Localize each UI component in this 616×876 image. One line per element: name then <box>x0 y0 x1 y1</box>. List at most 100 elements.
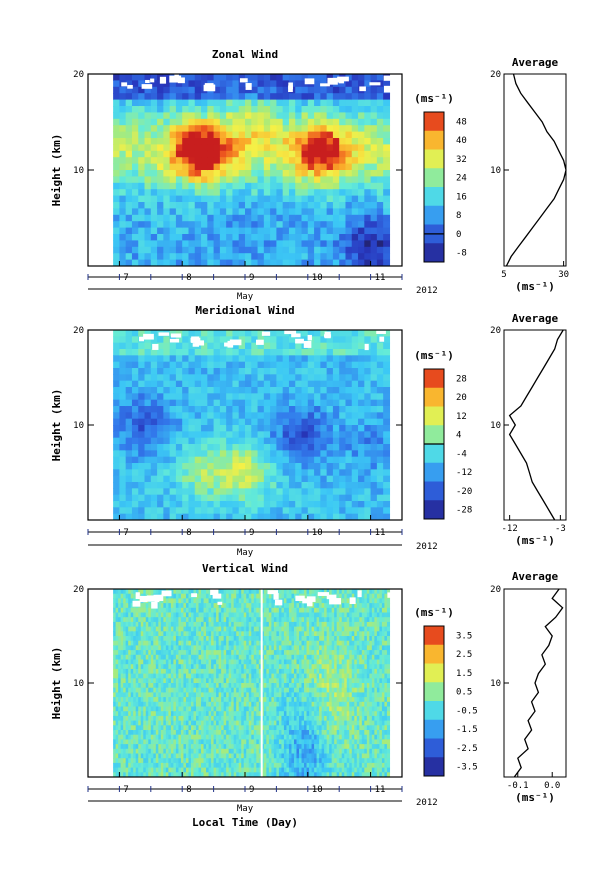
panel-0: Zonal Wind 20 10 Height (km) 7 8 9 10 11 May 2012 (… <box>50 48 569 302</box>
y-axis-label: Height (km) <box>50 647 63 720</box>
colorbar-segment <box>424 626 444 646</box>
colorbar-tick-label: 1.5 <box>456 669 472 679</box>
colorbar-frame <box>423 111 445 263</box>
colorbar-tick-label: 3.5 <box>456 631 472 641</box>
colorbar-segment <box>424 663 444 683</box>
x-tick-label: 10 <box>312 273 323 283</box>
profile-y-tick-label: 20 <box>490 585 501 595</box>
colorbar-tick-label: -28 <box>456 506 472 516</box>
panel-title: Meridional Wind <box>195 304 294 317</box>
month-label: May <box>237 548 254 558</box>
colorbar-segment <box>424 500 444 520</box>
y-tick-label: 20 <box>73 70 84 80</box>
year-label: 2012 <box>416 286 438 296</box>
colorbar-tick-label: 16 <box>456 192 467 202</box>
profile-x-tick-label: 30 <box>558 270 569 280</box>
profile-y-tick-label: 20 <box>490 326 501 336</box>
x-axis-label: Local Time (Day) <box>192 816 298 829</box>
colorbar-segment <box>424 243 444 263</box>
colorbar-tick-label: -0.5 <box>456 706 478 716</box>
profile-x-label: (ms⁻¹) <box>515 534 555 547</box>
profile-x-tick-label: 5 <box>501 270 506 280</box>
y-tick-label: 20 <box>73 326 84 336</box>
colorbar-unit: (ms⁻¹) <box>414 92 454 105</box>
panel-title: Vertical Wind <box>202 562 288 575</box>
colorbar-segment <box>424 444 444 464</box>
profile-line <box>505 73 567 267</box>
colorbar-segment <box>424 406 444 426</box>
colorbar-segment <box>424 425 444 445</box>
colorbar-tick-label: 2.5 <box>456 650 472 660</box>
colorbar-tick-label: -3.5 <box>456 763 478 773</box>
x-tick-label: 11 <box>375 528 386 538</box>
profile-y-tick-label: 20 <box>490 70 501 80</box>
colorbar-segment <box>424 130 444 150</box>
colorbar-tick-label: 32 <box>456 155 467 165</box>
month-label: May <box>237 292 254 302</box>
colorbar-segment <box>424 738 444 758</box>
colorbar-tick-label: -12 <box>456 468 472 478</box>
x-tick-label: 9 <box>249 528 254 538</box>
x-tick-label: 8 <box>186 785 191 795</box>
colorbar-segment <box>424 187 444 207</box>
colorbar-unit: (ms⁻¹) <box>414 606 454 619</box>
colorbar-tick-label: 28 <box>456 374 467 384</box>
year-label: 2012 <box>416 798 438 808</box>
colorbar-segment <box>424 369 444 389</box>
heatmap-field <box>113 330 391 520</box>
x-tick-label: 7 <box>123 785 128 795</box>
profile-frame <box>503 329 567 521</box>
profile-title: Average <box>512 312 559 325</box>
x-tick-label: 11 <box>375 785 386 795</box>
profile-x-tick-label: -0.1 <box>507 781 529 791</box>
x-tick-label: 8 <box>186 273 191 283</box>
y-tick-label: 10 <box>73 166 84 176</box>
colorbar-frame <box>423 625 445 777</box>
year-label: 2012 <box>416 542 438 552</box>
x-tick-label: 9 <box>249 273 254 283</box>
x-tick-label: 7 <box>123 273 128 283</box>
colorbar-segment <box>424 387 444 407</box>
profile-x-tick-label: 0.0 <box>544 781 560 791</box>
colorbar-segment <box>424 644 444 664</box>
colorbar-segment <box>424 701 444 721</box>
x-tick-label: 10 <box>312 785 323 795</box>
month-label: May <box>237 804 254 814</box>
y-tick-label: 10 <box>73 421 84 431</box>
colorbar-unit: (ms⁻¹) <box>414 349 454 362</box>
panel-title: Zonal Wind <box>212 48 278 61</box>
profile-x-tick-label: -3 <box>555 524 566 534</box>
colorbar-tick-label: -4 <box>456 449 467 459</box>
profile-line <box>513 588 564 778</box>
y-tick-label: 20 <box>73 585 84 595</box>
panel-1: Meridional Wind 20 10 Height (km) 7 8 9 10 11 May… <box>50 304 567 558</box>
profile-y-tick-label: 10 <box>490 679 501 689</box>
profile-title: Average <box>512 56 559 69</box>
panel-2: Vertical Wind 20 10 Height (km) 7 8 9 10 11 May 20… <box>50 562 567 829</box>
colorbar-tick-label: -1.5 <box>456 725 478 735</box>
y-axis-label: Height (km) <box>50 389 63 462</box>
colorbar-tick-label: 0 <box>456 230 461 240</box>
x-tick-label: 11 <box>375 273 386 283</box>
colorbar-tick-label: 12 <box>456 412 467 422</box>
colorbar-tick-label: -2.5 <box>456 744 478 754</box>
profile-line <box>508 329 564 521</box>
colorbar-segment <box>424 168 444 188</box>
colorbar-segment <box>424 205 444 225</box>
x-tick-label: 10 <box>312 528 323 538</box>
colorbar-tick-label: -8 <box>456 249 467 259</box>
y-axis-label: Height (km) <box>50 134 63 207</box>
profile-x-label: (ms⁻¹) <box>515 280 555 293</box>
colorbar-tick-label: 4 <box>456 431 461 441</box>
colorbar-segment <box>424 149 444 169</box>
colorbar-segment <box>424 757 444 777</box>
profile-frame <box>503 73 567 267</box>
profile-x-label: (ms⁻¹) <box>515 791 555 804</box>
profile-y-tick-label: 10 <box>490 421 501 431</box>
colorbar-tick-label: 24 <box>456 174 467 184</box>
x-tick-label: 8 <box>186 528 191 538</box>
heatmap-field <box>113 589 398 777</box>
colorbar-segment <box>424 481 444 501</box>
colorbar-segment <box>424 682 444 702</box>
